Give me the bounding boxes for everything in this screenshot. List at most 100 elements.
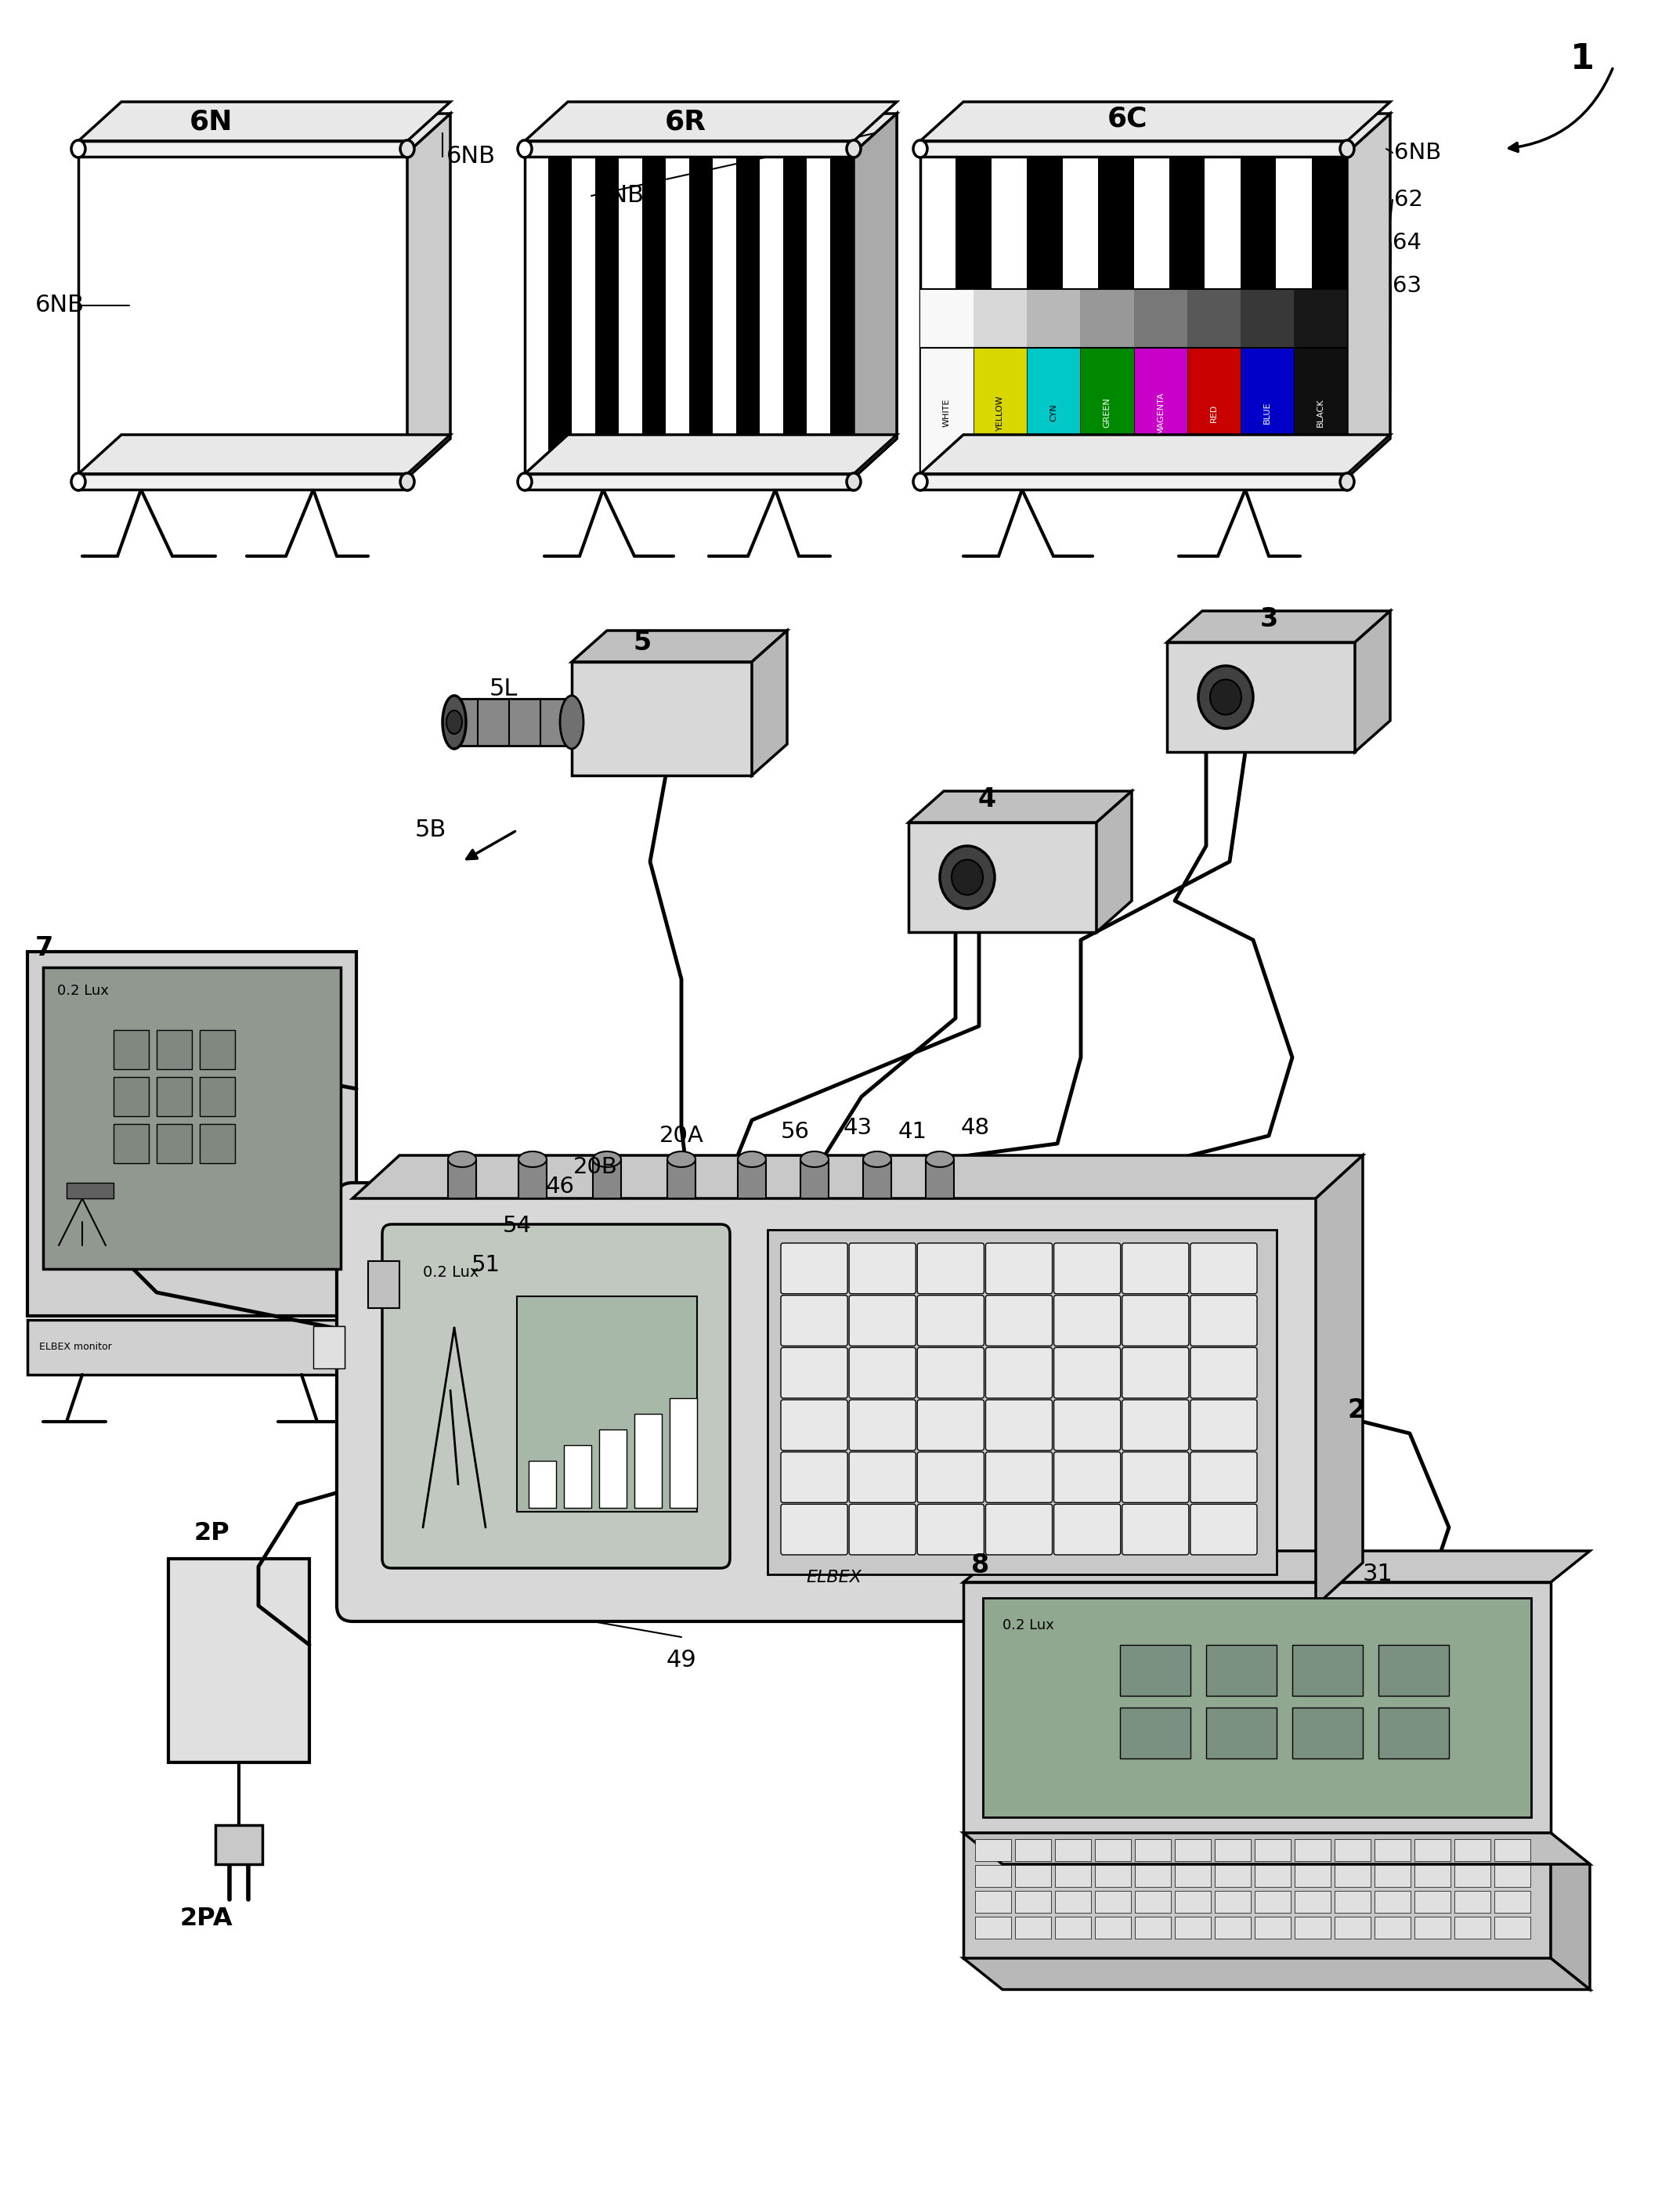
Bar — [1295, 1918, 1330, 1938]
Text: 2PA: 2PA — [180, 1907, 234, 1931]
Bar — [1055, 1891, 1092, 1913]
Polygon shape — [547, 153, 572, 478]
FancyBboxPatch shape — [1122, 1243, 1188, 1294]
Bar — [1255, 1838, 1290, 1860]
Bar — [1454, 1838, 1490, 1860]
FancyBboxPatch shape — [850, 1451, 916, 1502]
Ellipse shape — [738, 1152, 766, 1168]
Polygon shape — [973, 347, 1026, 478]
Polygon shape — [1240, 153, 1277, 290]
FancyBboxPatch shape — [1053, 1347, 1120, 1398]
Ellipse shape — [517, 139, 532, 157]
Bar — [1494, 1891, 1530, 1913]
Bar — [1375, 1891, 1410, 1913]
Ellipse shape — [1210, 679, 1242, 714]
Text: 20A: 20A — [659, 1124, 704, 1146]
Polygon shape — [78, 102, 451, 142]
FancyBboxPatch shape — [850, 1296, 916, 1345]
FancyBboxPatch shape — [1190, 1400, 1257, 1451]
Polygon shape — [157, 1031, 192, 1068]
Polygon shape — [689, 153, 713, 478]
Text: 2: 2 — [1347, 1398, 1365, 1422]
FancyBboxPatch shape — [850, 1243, 916, 1294]
Text: CYN: CYN — [1050, 405, 1058, 422]
FancyBboxPatch shape — [781, 1504, 848, 1555]
Polygon shape — [1379, 1708, 1449, 1759]
Bar — [1375, 1918, 1410, 1938]
Polygon shape — [78, 142, 407, 157]
FancyBboxPatch shape — [850, 1504, 916, 1555]
Ellipse shape — [519, 1152, 547, 1168]
Polygon shape — [200, 1077, 235, 1117]
Text: 6NB: 6NB — [596, 184, 644, 208]
Ellipse shape — [561, 695, 584, 750]
Polygon shape — [517, 1296, 698, 1511]
Bar — [1095, 1891, 1132, 1913]
Text: 48: 48 — [961, 1117, 990, 1139]
Polygon shape — [1026, 153, 1063, 290]
FancyBboxPatch shape — [1122, 1451, 1188, 1502]
FancyBboxPatch shape — [850, 1347, 916, 1398]
Polygon shape — [963, 1834, 1591, 1865]
Polygon shape — [1187, 290, 1240, 347]
Bar — [1135, 1865, 1172, 1887]
Text: 6C: 6C — [1108, 106, 1148, 133]
FancyBboxPatch shape — [382, 1223, 729, 1568]
Polygon shape — [596, 153, 619, 478]
Bar — [1414, 1918, 1450, 1938]
Text: 0.2 Lux: 0.2 Lux — [57, 984, 108, 998]
Polygon shape — [1315, 1155, 1364, 1606]
Bar — [1055, 1865, 1092, 1887]
Polygon shape — [27, 951, 357, 1316]
Polygon shape — [963, 1582, 1551, 1834]
Bar — [975, 1865, 1011, 1887]
Bar — [1015, 1891, 1051, 1913]
Text: 7: 7 — [35, 936, 53, 960]
Bar — [1335, 1865, 1370, 1887]
Bar — [314, 1327, 344, 1369]
Bar — [1095, 1918, 1132, 1938]
FancyBboxPatch shape — [781, 1400, 848, 1451]
Bar — [1135, 1918, 1172, 1938]
Polygon shape — [853, 113, 896, 478]
Bar — [975, 1918, 1011, 1938]
Polygon shape — [352, 1155, 1364, 1199]
Ellipse shape — [1198, 666, 1253, 728]
Polygon shape — [78, 153, 407, 478]
Bar — [1175, 1918, 1210, 1938]
Polygon shape — [78, 473, 407, 489]
FancyBboxPatch shape — [1190, 1243, 1257, 1294]
Polygon shape — [599, 1429, 626, 1509]
Polygon shape — [963, 1958, 1591, 1989]
Polygon shape — [572, 630, 788, 661]
Bar — [1215, 1918, 1250, 1938]
Bar — [1335, 1891, 1370, 1913]
Text: 5: 5 — [633, 630, 651, 655]
Bar — [1175, 1838, 1210, 1860]
FancyBboxPatch shape — [1122, 1296, 1188, 1345]
Polygon shape — [669, 1398, 698, 1509]
Bar — [1454, 1891, 1490, 1913]
Bar — [1414, 1865, 1450, 1887]
Text: 6R: 6R — [664, 108, 706, 135]
Ellipse shape — [913, 473, 928, 491]
Polygon shape — [1080, 347, 1133, 478]
Polygon shape — [963, 1834, 1551, 1958]
Polygon shape — [43, 967, 340, 1270]
Polygon shape — [1207, 1646, 1277, 1697]
Bar — [1135, 1838, 1172, 1860]
Polygon shape — [1312, 153, 1347, 290]
Text: WHITE: WHITE — [943, 398, 951, 427]
Text: ELBEX monitor: ELBEX monitor — [38, 1343, 112, 1352]
FancyBboxPatch shape — [337, 1183, 1332, 1621]
Ellipse shape — [447, 1152, 476, 1168]
Polygon shape — [751, 630, 788, 776]
Bar — [1335, 1918, 1370, 1938]
FancyBboxPatch shape — [986, 1400, 1051, 1451]
Bar — [1295, 1891, 1330, 1913]
FancyBboxPatch shape — [1190, 1451, 1257, 1502]
Bar — [1175, 1865, 1210, 1887]
FancyBboxPatch shape — [781, 1296, 848, 1345]
Polygon shape — [454, 699, 572, 745]
Ellipse shape — [940, 845, 995, 909]
